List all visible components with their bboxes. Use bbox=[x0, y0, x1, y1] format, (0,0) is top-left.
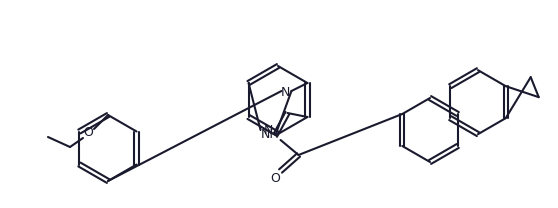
Text: N: N bbox=[281, 87, 290, 99]
Text: NH: NH bbox=[261, 129, 280, 141]
Text: O: O bbox=[83, 126, 93, 140]
Text: N: N bbox=[264, 125, 273, 137]
Text: O: O bbox=[271, 172, 281, 186]
